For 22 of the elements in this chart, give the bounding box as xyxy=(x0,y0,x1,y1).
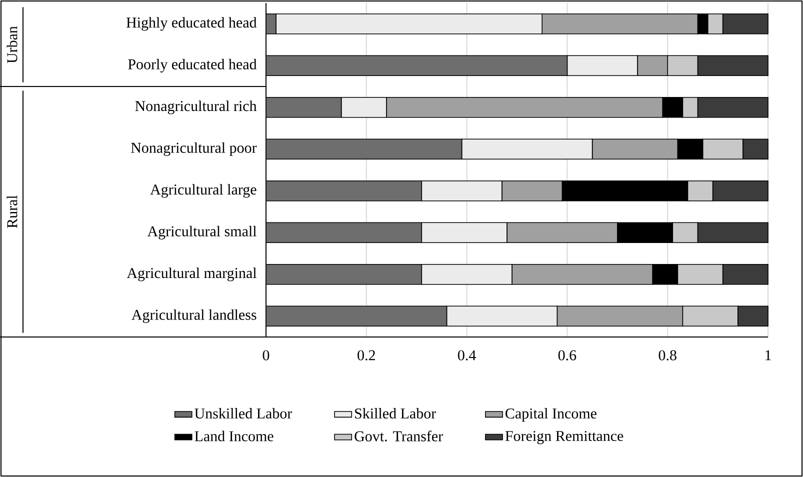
legend-label: Govt. Transfer xyxy=(354,430,443,442)
y-tick-label: Agricultural large xyxy=(150,184,256,198)
y-tick-label: Nonagricultural poor xyxy=(131,142,257,156)
x-tick-label: 0.8 xyxy=(658,350,676,360)
legend-label: Foreign Remittance xyxy=(505,430,624,444)
y-tick-label: Nonagricultural rich xyxy=(135,100,257,114)
y-tick-label: Agricultural small xyxy=(147,226,256,240)
legend-label: Unskilled Labor xyxy=(194,408,292,419)
x-tick-label: 0.2 xyxy=(358,350,375,360)
legend-label: Land Income xyxy=(194,430,274,442)
x-tick-label: 0 xyxy=(262,350,270,360)
x-tick-label: 1 xyxy=(766,350,771,360)
y-tick-label: Agricultural landless xyxy=(132,309,256,323)
text: Urban xyxy=(6,26,18,64)
y-tick-label: Highly educated head xyxy=(126,17,257,31)
x-tick-label: 0.6 xyxy=(558,350,576,360)
legend-label: Skilled Labor xyxy=(355,408,436,419)
legend-label: Capital Income xyxy=(506,408,596,422)
text: Rural xyxy=(6,195,18,228)
y-tick-label: Agricultural marginal xyxy=(126,268,257,282)
y-tick-label: Poorly educated head xyxy=(128,58,257,72)
x-tick-label: 0.4 xyxy=(458,350,476,360)
